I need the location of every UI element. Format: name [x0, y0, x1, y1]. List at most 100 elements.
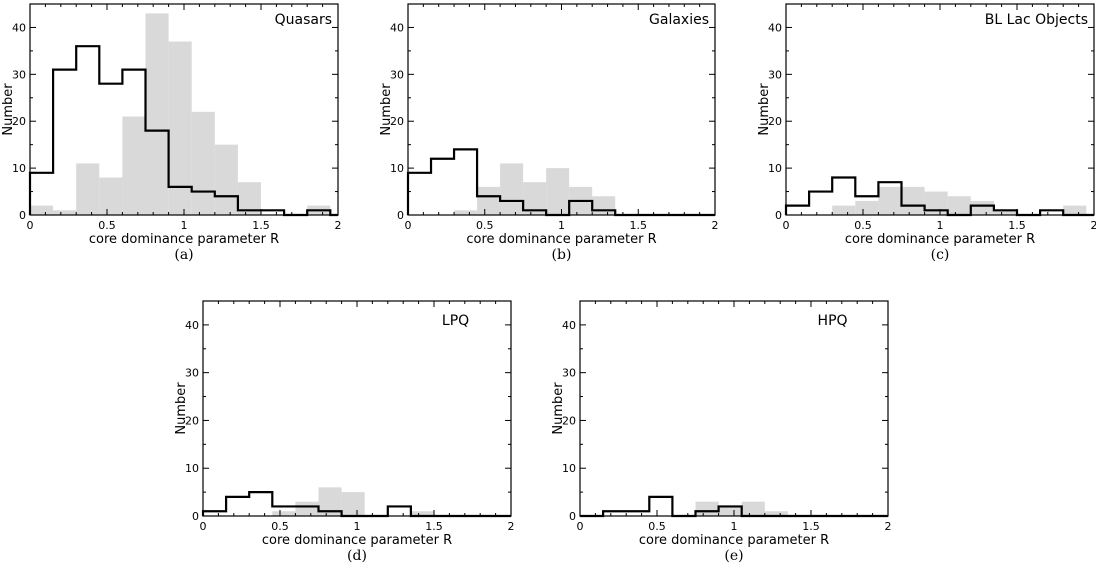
- gray-bar: [53, 210, 77, 215]
- gray-bar: [718, 506, 742, 516]
- gray-bar: [832, 205, 856, 215]
- x-tick-label: 1.5: [630, 219, 648, 232]
- x-tick-label: 0: [200, 520, 207, 533]
- gray-bar: [546, 168, 570, 215]
- gray-bar: [122, 116, 146, 215]
- y-tick-label: 40: [562, 319, 576, 332]
- y-tick-label: 40: [185, 319, 199, 332]
- y-tick-label: 30: [562, 367, 576, 380]
- gray-bar: [970, 200, 994, 215]
- step-histogram-line: [784, 176, 1094, 217]
- x-axis-label: core dominance parameter R: [466, 232, 656, 247]
- y-tick-label: 30: [185, 367, 199, 380]
- x-tick-label: 0: [783, 219, 790, 232]
- axis-frame: [579, 300, 889, 517]
- y-tick-label: 10: [562, 462, 576, 475]
- x-tick-label: 0: [405, 219, 412, 232]
- y-tick-label: 30: [390, 68, 404, 81]
- gray-bar: [214, 144, 238, 215]
- y-tick-label: 40: [12, 21, 26, 34]
- gray-bar: [410, 511, 434, 516]
- gray-bar: [295, 501, 319, 516]
- y-axis-label: Number: [379, 83, 394, 136]
- panel-letter: (b): [552, 247, 572, 263]
- y-tick-label: 10: [185, 462, 199, 475]
- y-tick-label: 20: [185, 414, 199, 427]
- x-tick-label: 2: [1091, 219, 1096, 232]
- panel-title: LPQ: [442, 313, 469, 329]
- x-tick-label: 2: [335, 219, 342, 232]
- gray-bar: [592, 196, 616, 215]
- panel-letter: (c): [931, 247, 950, 263]
- axis-frame: [202, 300, 512, 517]
- gray-bar: [924, 191, 948, 215]
- gray-bar: [191, 111, 215, 215]
- gray-bar: [477, 186, 501, 215]
- x-tick-label: 0: [577, 520, 584, 533]
- y-tick-label: 20: [12, 115, 26, 128]
- x-tick-label: 1: [558, 219, 565, 232]
- gray-bar: [341, 492, 365, 516]
- x-tick-label: 0.5: [98, 219, 116, 232]
- y-tick-label: 10: [390, 162, 404, 175]
- x-tick-label: 0.5: [648, 520, 666, 533]
- x-tick-label: 1.5: [802, 520, 820, 533]
- gray-bar: [76, 163, 100, 215]
- gray-bar: [878, 186, 902, 215]
- x-tick-label: 1.5: [425, 520, 443, 533]
- y-tick-label: 0: [569, 510, 576, 523]
- panel-letter: (a): [174, 247, 193, 263]
- y-axis-label: Number: [1, 83, 16, 136]
- gray-bar: [1063, 205, 1087, 215]
- gray-bar: [523, 182, 547, 215]
- gray-bar: [993, 210, 1017, 215]
- x-tick-label: 0.5: [271, 520, 289, 533]
- gray-bar: [695, 501, 719, 516]
- gray-bar: [901, 186, 925, 215]
- gray-bar: [99, 177, 123, 215]
- gray-bar: [500, 163, 524, 215]
- gray-bar: [318, 487, 342, 516]
- gray-bar: [947, 196, 971, 215]
- x-tick-label: 0.5: [854, 219, 872, 232]
- y-tick-label: 40: [768, 21, 782, 34]
- x-tick-label: 2: [508, 520, 515, 533]
- y-axis-label: Number: [757, 83, 772, 136]
- panel-title: HPQ: [818, 313, 848, 329]
- y-tick-label: 10: [12, 162, 26, 175]
- y-tick-label: 20: [562, 414, 576, 427]
- panel-letter: (d): [347, 548, 367, 564]
- y-tick-label: 30: [768, 68, 782, 81]
- x-tick-label: 0.5: [476, 219, 494, 232]
- gray-bar: [272, 511, 296, 516]
- panel-title: Quasars: [275, 12, 332, 28]
- y-tick-label: 20: [390, 115, 404, 128]
- gray-bar: [145, 13, 169, 216]
- gray-bar: [237, 182, 261, 215]
- y-tick-label: 0: [19, 209, 26, 222]
- gray-bar: [454, 210, 478, 215]
- gray-bar: [741, 501, 765, 516]
- x-tick-label: 1: [354, 520, 361, 533]
- x-tick-label: 1.5: [252, 219, 270, 232]
- x-tick-label: 1: [731, 520, 738, 533]
- x-tick-label: 1: [937, 219, 944, 232]
- y-tick-label: 40: [390, 21, 404, 34]
- x-axis-label: core dominance parameter R: [639, 533, 829, 548]
- x-axis-label: core dominance parameter R: [89, 232, 279, 247]
- x-axis-label: core dominance parameter R: [845, 232, 1035, 247]
- gray-bar: [764, 511, 788, 516]
- y-tick-label: 0: [775, 209, 782, 222]
- y-axis-label: Number: [551, 382, 566, 435]
- x-axis-label: core dominance parameter R: [262, 533, 452, 548]
- x-tick-label: 2: [712, 219, 719, 232]
- y-tick-label: 0: [192, 510, 199, 523]
- gray-bar: [30, 205, 54, 215]
- gray-bar: [855, 200, 879, 215]
